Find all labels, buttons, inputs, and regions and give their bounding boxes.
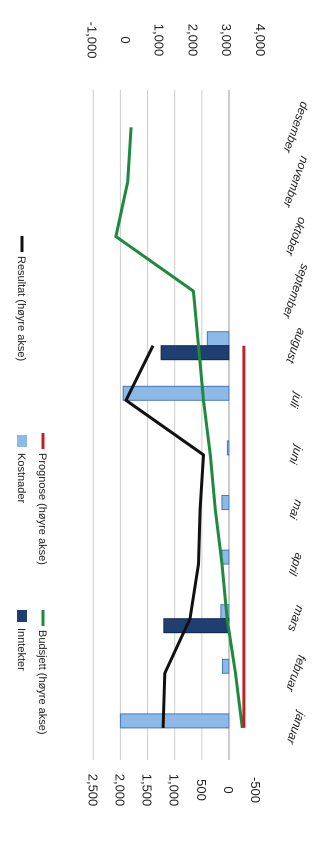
svg-text:0: 0 <box>221 786 236 793</box>
svg-text:2,000: 2,000 <box>112 774 127 807</box>
svg-text:desember: desember <box>280 100 312 156</box>
right-tick-label: 1,000 <box>152 24 167 57</box>
svg-text:juli: juli <box>287 389 306 410</box>
category-label: februar <box>283 653 310 694</box>
svg-text:4,000: 4,000 <box>253 24 268 57</box>
legend-item: Kostnader <box>15 435 27 503</box>
right-tick-label: -1,000 <box>84 22 99 59</box>
left-tick-label: 0 <box>221 786 236 793</box>
svg-text:1,000: 1,000 <box>152 24 167 57</box>
bar-inntekter <box>163 618 230 634</box>
category-label: desember <box>280 100 312 156</box>
left-tick-label: 2,000 <box>112 774 127 807</box>
svg-text:0: 0 <box>118 36 133 43</box>
legend-swatch <box>17 435 27 447</box>
svg-text:2,000: 2,000 <box>185 24 200 57</box>
svg-text:Kostnader: Kostnader <box>15 453 27 503</box>
category-label: oktober <box>282 215 309 258</box>
legend-item: Resultat (høyre akse) <box>15 236 27 361</box>
svg-text:Inntekter: Inntekter <box>15 628 27 671</box>
right-tick-label: 2,000 <box>185 24 200 57</box>
svg-text:september: september <box>279 262 312 321</box>
category-label: juli <box>287 389 306 410</box>
svg-text:mai: mai <box>286 498 306 521</box>
svg-text:2,500: 2,500 <box>85 774 100 807</box>
bar-kostnader <box>122 385 230 401</box>
series-line <box>114 127 244 729</box>
category-label: april <box>285 551 306 577</box>
right-tick-label: 4,000 <box>253 24 268 57</box>
svg-text:januar: januar <box>283 708 309 747</box>
left-axis-ticks: 2,500 2,000 1,500 1,000 500 0 -500 <box>85 774 263 807</box>
svg-text:august: august <box>283 326 309 365</box>
category-label: august <box>283 326 309 365</box>
svg-text:Budsjett (høyre akse): Budsjett (høyre akse) <box>36 630 48 735</box>
legend: Inntekter Kostnader Resultat (høyre akse) B… <box>15 236 48 735</box>
category-labels: januar februar mars april mai juni juli august s… <box>279 100 312 747</box>
svg-text:februar: februar <box>283 653 310 694</box>
svg-text:Resultat (høyre akse): Resultat (høyre akse) <box>15 256 27 361</box>
svg-text:-500: -500 <box>248 777 263 803</box>
right-tick-label: 3,000 <box>219 24 234 57</box>
legend-item: Inntekter <box>15 610 27 671</box>
left-tick-label: 1,500 <box>140 774 155 807</box>
right-tick-label: 0 <box>118 36 133 43</box>
svg-text:-1,000: -1,000 <box>84 22 99 59</box>
svg-text:3,000: 3,000 <box>219 24 234 57</box>
bar-kostnader <box>119 713 230 729</box>
legend-item: Budsjett (høyre akse) <box>36 610 48 735</box>
left-tick-label: -500 <box>248 777 263 803</box>
bar-kostnader <box>221 658 230 674</box>
bar-inntekter <box>160 345 230 361</box>
svg-text:juni: juni <box>286 442 306 467</box>
category-label: september <box>279 262 312 321</box>
bar-kostnader <box>206 331 230 347</box>
series-lines <box>114 127 246 729</box>
svg-text:500: 500 <box>194 779 209 801</box>
bar-kostnader <box>221 495 230 510</box>
category-label: juni <box>286 442 306 467</box>
svg-text:1,500: 1,500 <box>140 774 155 807</box>
series-line <box>124 345 205 728</box>
category-label: november <box>280 154 312 210</box>
right-axis-ticks: -1,000 0 1,000 2,000 3,000 4,000 <box>84 22 267 59</box>
left-tick-label: 2,500 <box>85 774 100 807</box>
svg-text:mars: mars <box>285 604 307 634</box>
left-tick-label: 500 <box>194 779 209 801</box>
svg-text:Prognose (høyre akse): Prognose (høyre akse) <box>36 453 48 565</box>
svg-text:1,000: 1,000 <box>167 774 182 807</box>
gridlines <box>92 90 230 760</box>
bar-kostnader <box>226 440 230 456</box>
svg-text:april: april <box>285 551 306 577</box>
legend-item: Prognose (høyre akse) <box>36 433 48 565</box>
category-label: mai <box>286 498 306 521</box>
svg-text:november: november <box>280 154 312 210</box>
category-label: januar <box>283 708 309 747</box>
legend-swatch <box>17 610 27 622</box>
left-tick-label: 1,000 <box>167 774 182 807</box>
category-label: mars <box>285 604 307 634</box>
svg-text:oktober: oktober <box>282 215 309 258</box>
